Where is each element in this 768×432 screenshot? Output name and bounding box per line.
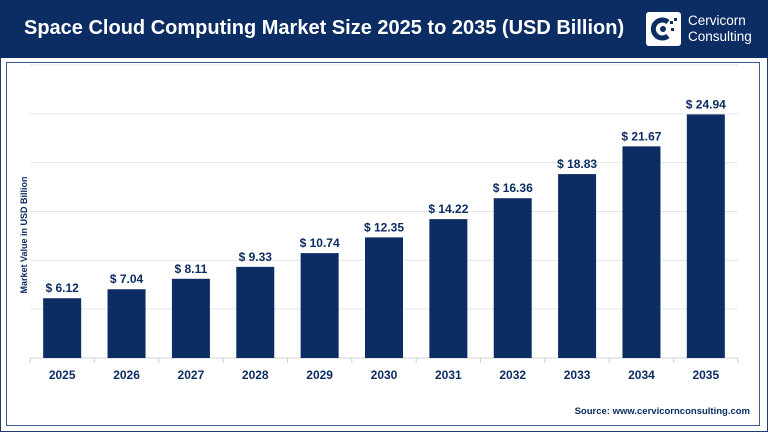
chart-panel <box>6 62 760 426</box>
x-tick-label: 2026 <box>113 368 140 382</box>
data-label: $ 10.74 <box>300 236 340 250</box>
bar <box>365 237 403 358</box>
x-tick-label: 2028 <box>242 368 269 382</box>
data-label: $ 14.22 <box>428 202 468 216</box>
bar <box>171 278 210 358</box>
x-tick-label: 2031 <box>435 368 462 382</box>
data-label: $ 7.04 <box>110 272 144 286</box>
bar <box>300 253 339 358</box>
data-label: $ 18.83 <box>557 157 597 171</box>
source-text: Source: www.cervicornconsulting.com <box>574 406 750 417</box>
bar <box>493 198 532 358</box>
logo-icon <box>646 12 681 46</box>
data-label: $ 12.35 <box>364 220 404 234</box>
chart-title: Space Cloud Computing Market Size 2025 t… <box>24 17 625 39</box>
logo-text: Cervicorn Consulting <box>688 13 752 44</box>
data-label: $ 16.36 <box>493 181 533 195</box>
data-label: $ 8.11 <box>175 262 208 276</box>
bar <box>686 114 725 358</box>
x-tick-label: 2029 <box>306 368 333 382</box>
data-label: $ 24.94 <box>686 97 726 111</box>
bar <box>236 266 275 358</box>
data-label: $ 21.67 <box>621 129 661 143</box>
bar <box>107 289 146 358</box>
x-tick-label: 2034 <box>628 368 655 382</box>
bar <box>558 174 597 358</box>
x-tick-label: 2030 <box>371 368 398 382</box>
x-tick-label: 2027 <box>178 368 205 382</box>
bar <box>622 146 661 358</box>
bar <box>43 298 82 358</box>
data-label: $ 6.12 <box>45 281 79 295</box>
data-label: $ 9.33 <box>239 250 273 264</box>
x-tick-label: 2035 <box>692 368 719 382</box>
header: Space Cloud Computing Market Size 2025 t… <box>0 0 768 58</box>
x-tick-label: 2032 <box>499 368 526 382</box>
bar <box>429 219 468 358</box>
x-tick-label: 2033 <box>564 368 591 382</box>
x-tick-label: 2025 <box>49 368 76 382</box>
